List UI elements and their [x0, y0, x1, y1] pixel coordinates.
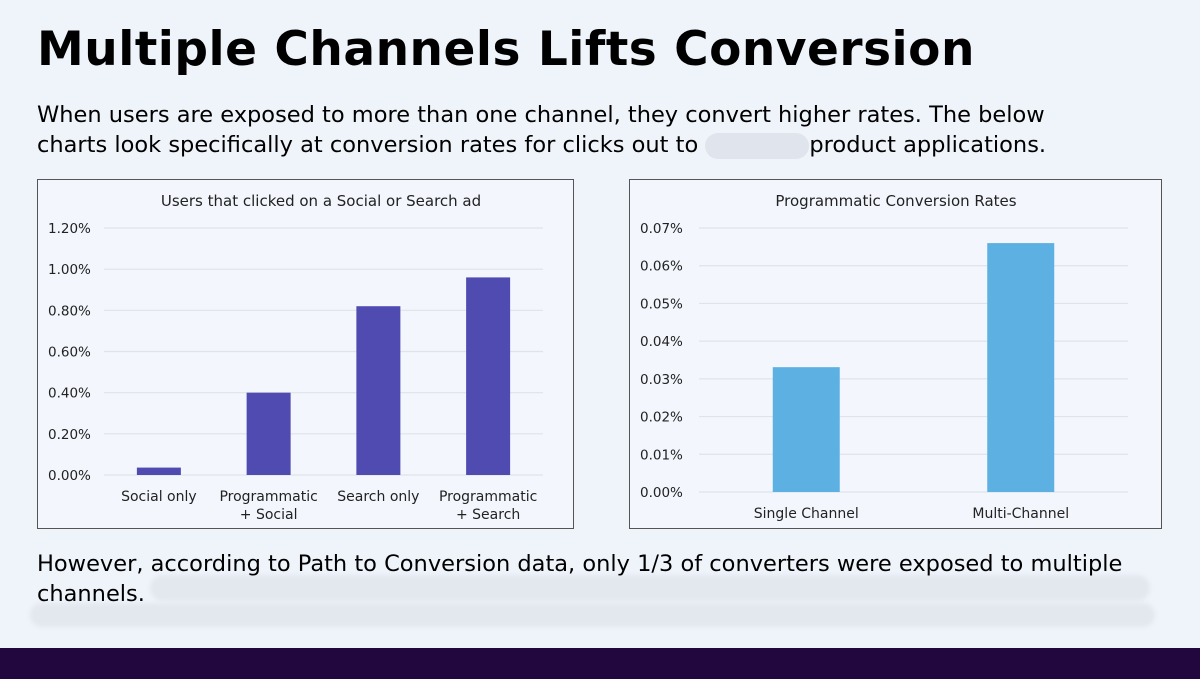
x-tick-label: Multi-Channel — [972, 506, 1069, 522]
y-tick-label: 1.20% — [48, 221, 91, 237]
chart-programmatic-conversion: Programmatic Conversion Rates 0.00% 0.01% 0… — [629, 179, 1162, 529]
x-tick-label: Single Channel — [754, 506, 859, 522]
y-tick-label: 1.00% — [48, 262, 91, 278]
y-tick-label: 0.00% — [48, 468, 91, 484]
intro-line-2b: product applications. — [809, 132, 1047, 158]
y-tick-label: 0.00% — [640, 485, 683, 501]
y-tick-label: 0.60% — [48, 345, 91, 361]
bar — [356, 306, 401, 475]
redacted-text — [150, 575, 1150, 601]
chart-svg-left: Users that clicked on a Social or Search… — [48, 192, 543, 523]
y-tick-label: 0.05% — [640, 296, 683, 312]
y-tick-label: 0.80% — [48, 303, 91, 319]
intro-line-1: When users are exposed to more than one … — [37, 102, 1045, 128]
intro-line-2: charts look specifically at conversion r… — [37, 130, 1046, 160]
bar — [466, 277, 511, 475]
slide-title: Multiple Channels Lifts Conversion — [37, 22, 975, 77]
y-tick-label: 0.40% — [48, 386, 91, 402]
outro-line-1: However, according to Path to Conversion… — [37, 551, 1123, 577]
bar — [987, 243, 1055, 492]
outro-line-2-text: channels. — [37, 581, 145, 607]
bar — [246, 392, 291, 475]
y-tick-label: 0.03% — [640, 372, 683, 388]
x-tick-label: + Search — [456, 507, 520, 523]
y-tick-label: 0.02% — [640, 410, 683, 426]
y-tick-label: 0.20% — [48, 427, 91, 443]
y-tick-label: 0.06% — [640, 259, 683, 275]
intro-text: When users are exposed to more than one … — [37, 100, 1046, 160]
footer-bar — [0, 648, 1200, 679]
intro-line-2a: charts look specifically at conversion r… — [37, 132, 699, 158]
x-tick-label: Social only — [121, 489, 197, 505]
x-tick-label: Programmatic — [439, 489, 537, 505]
redacted-text — [30, 603, 1155, 627]
bar — [772, 367, 840, 492]
y-tick-label: 0.01% — [640, 447, 683, 463]
redacted-text — [705, 132, 810, 159]
bar — [136, 467, 181, 475]
chart-svg-right: Programmatic Conversion Rates 0.00% 0.01% 0… — [640, 192, 1128, 522]
chart-title: Users that clicked on a Social or Search… — [161, 192, 481, 210]
y-tick-label: 0.04% — [640, 334, 683, 350]
x-tick-label: Programmatic — [219, 489, 317, 505]
y-tick-label: 0.07% — [640, 221, 683, 237]
x-tick-label: Search only — [337, 489, 419, 505]
outro-text: However, according to Path to Conversion… — [37, 549, 1122, 609]
x-tick-label: + Social — [240, 507, 298, 523]
chart-users-clicked: Users that clicked on a Social or Search… — [37, 179, 574, 529]
chart-title: Programmatic Conversion Rates — [775, 192, 1016, 210]
outro-line-2: channels. — [37, 579, 1122, 609]
